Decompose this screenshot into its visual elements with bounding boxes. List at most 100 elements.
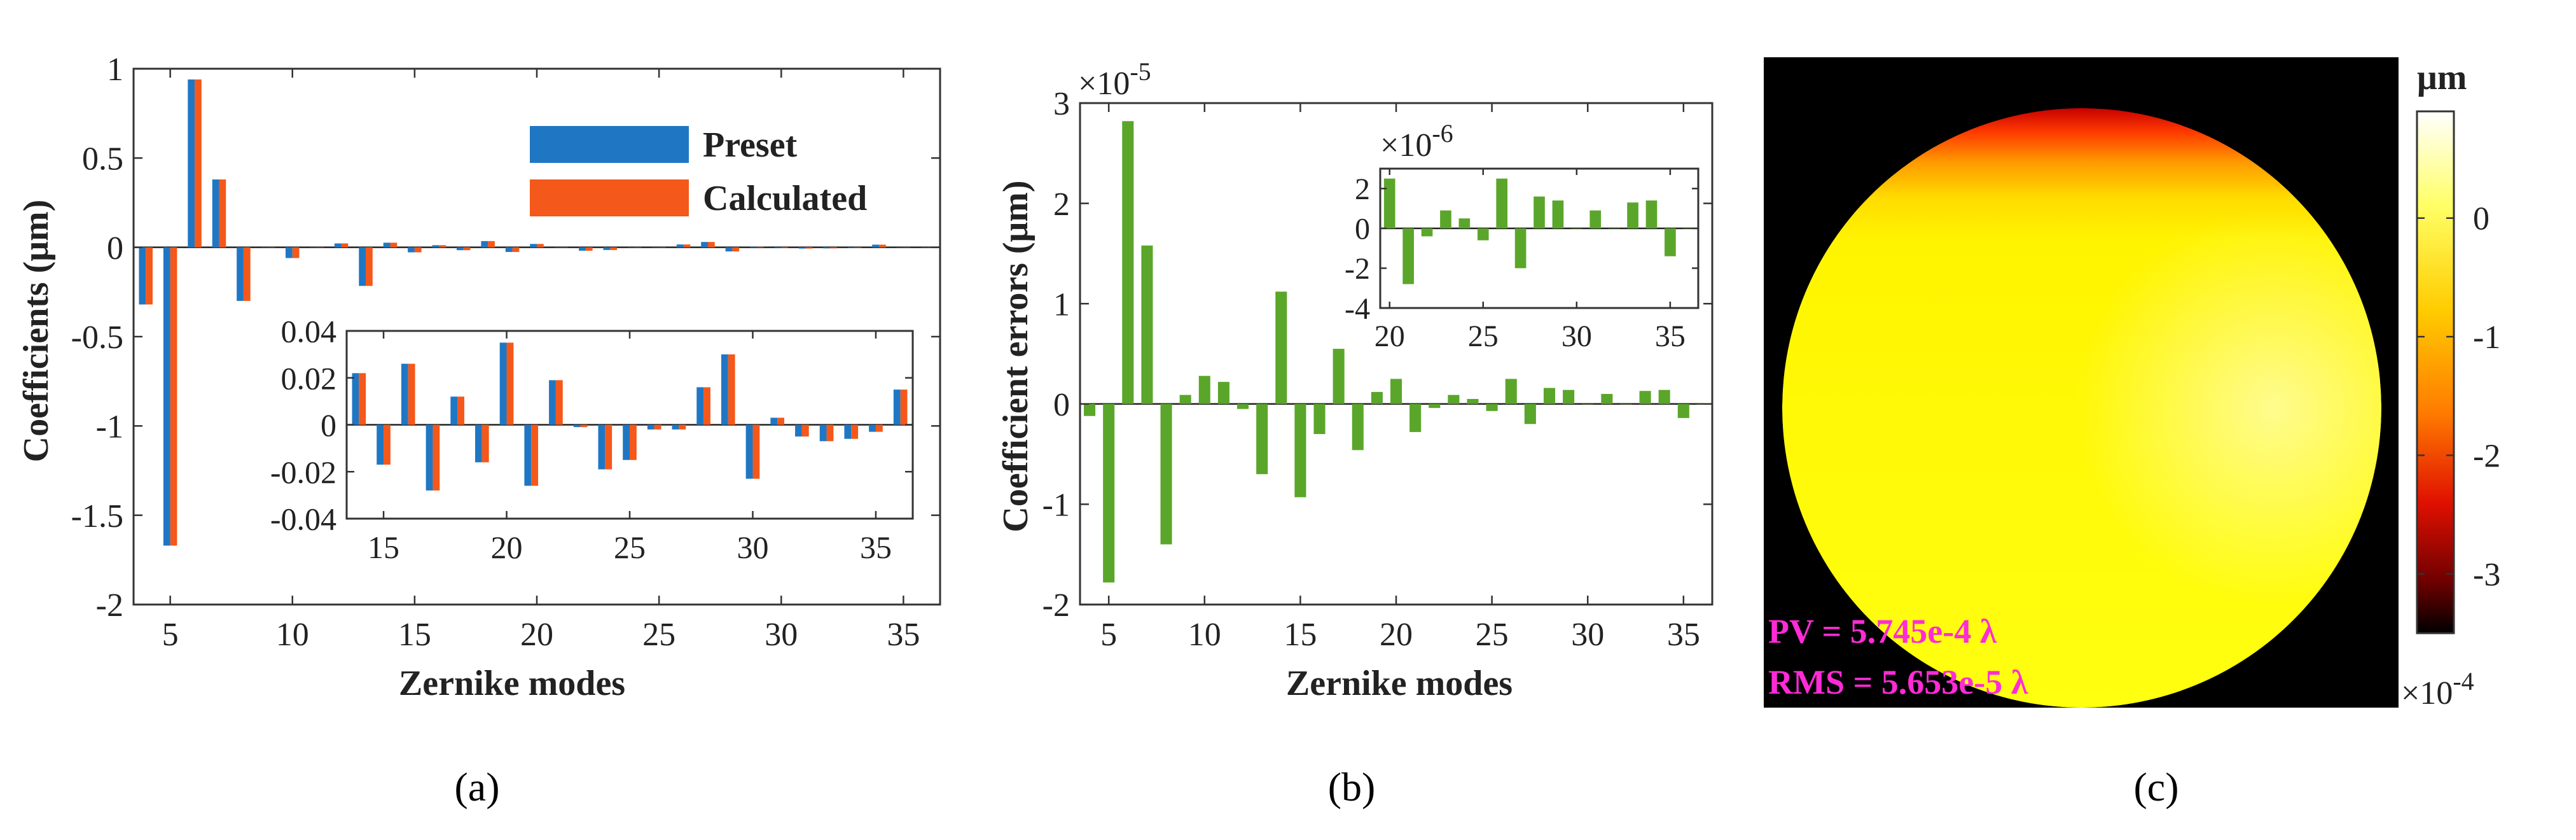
a-bar-preset [750, 246, 757, 248]
b-inset-ytick-label: -4 [1345, 292, 1370, 326]
panel-a-legend: Preset Calculated [530, 125, 867, 218]
panel-a-xlabel: Zernike modes [399, 664, 625, 703]
b-bar [1236, 403, 1249, 409]
a-bar-calculated [488, 241, 495, 248]
b-ytick-label: 1 [1053, 286, 1070, 323]
b-xtick-label: 5 [1100, 617, 1117, 653]
a-inset-bar-preset [426, 424, 433, 491]
b-xtick-label: 15 [1284, 617, 1317, 653]
b-xtick-label: 20 [1380, 617, 1413, 653]
a-bar-preset [579, 247, 586, 251]
a-inset-bar-preset [598, 424, 606, 470]
a-inset-bar-calculated [457, 396, 464, 425]
a-bar-calculated [219, 179, 226, 248]
b-inset-bar [1608, 228, 1620, 229]
a-inset-bar-preset [672, 424, 679, 430]
a-bar-preset [237, 247, 244, 301]
a-inset-bar-calculated [384, 424, 391, 465]
a-inset-bar-calculated [580, 424, 588, 428]
a-inset-bar-preset [401, 363, 408, 425]
b-bar [1352, 403, 1364, 451]
colorbar-unit: μm [2417, 58, 2467, 97]
a-inset-ytick-label: -0.04 [270, 501, 336, 537]
b-xtick-label: 35 [1667, 617, 1700, 653]
a-bar-preset [603, 247, 611, 250]
a-bar-calculated [414, 247, 422, 253]
b-xtick-label: 25 [1476, 617, 1509, 653]
colorbar-tick-label: 0 [2473, 201, 2489, 237]
a-inset-bar-calculated [630, 424, 637, 460]
a-inset-bar-calculated [506, 342, 514, 425]
a-ytick-label: -2 [96, 587, 123, 624]
b-bar [1122, 121, 1134, 404]
b-ytick-label: -2 [1042, 587, 1070, 624]
b-inset-xtick-label: 30 [1562, 319, 1592, 353]
b-inset-bar [1552, 200, 1564, 228]
b-bar [1409, 403, 1422, 432]
a-inset-bar-calculated [555, 380, 563, 425]
b-bar [1084, 403, 1096, 416]
b-inset-bar [1514, 228, 1527, 269]
a-inset-bar-preset [844, 424, 852, 439]
a-xtick-label: 10 [276, 617, 309, 653]
b-bar [1294, 403, 1306, 498]
a-inset-bar-preset [869, 424, 876, 432]
b-xtick-label: 10 [1188, 617, 1221, 653]
b-bar [1639, 391, 1651, 404]
a-bar-calculated [439, 245, 447, 248]
colorbar [2416, 110, 2455, 634]
panel-c-label: (c) [2133, 764, 2178, 809]
colorbar-tick-label: -3 [2473, 557, 2500, 593]
a-bar-calculated [610, 247, 618, 250]
a-bar-preset [285, 247, 293, 258]
b-inset-bar [1477, 228, 1489, 241]
a-inset-bar-calculated [900, 389, 908, 425]
a-inset-bar-calculated [777, 417, 785, 425]
b-inset-xtick-label: 20 [1375, 319, 1405, 353]
b-bar [1467, 398, 1479, 404]
a-bar-calculated [732, 247, 740, 252]
b-inset-bar [1496, 178, 1507, 228]
a-inset-bar-preset [573, 424, 581, 428]
legend-label-calculated: Calculated [703, 179, 867, 218]
a-bar-preset [725, 247, 733, 252]
b-ytick-label: 3 [1053, 86, 1070, 122]
b-inset-bar [1571, 228, 1582, 229]
a-inset-bar-calculated [679, 424, 686, 430]
panel-c: PV = 5.745e-4 λ RMS = 5.653e-5 λ μm 0 -1 -… [1764, 57, 2500, 809]
panel-a-main-plot: 5 10 15 20 25 30 35 1 0.5 0 -0.5 -1 -1.5 -2 [71, 52, 941, 653]
legend-label-preset: Preset [703, 125, 798, 165]
a-bar-preset [481, 241, 488, 248]
a-bar-preset [823, 247, 831, 249]
a-inset-bar-preset [450, 396, 458, 425]
b-bar [1524, 403, 1536, 424]
a-inset-bar-preset [721, 354, 728, 425]
a-inset-bar-preset [819, 424, 827, 442]
b-inset-bar [1402, 228, 1414, 284]
a-inset-bar-calculated [359, 373, 366, 425]
b-bar [1198, 375, 1210, 404]
b-bar [1563, 389, 1575, 404]
b-bar [1371, 391, 1383, 404]
b-inset-frame [1379, 167, 1700, 309]
a-bar-calculated [512, 247, 520, 252]
a-bar-calculated [390, 242, 398, 248]
a-inset-bar-calculated [481, 424, 489, 463]
b-bar [1486, 403, 1498, 411]
b-inset-bar [1683, 228, 1695, 229]
a-ytick-label: -1.5 [71, 498, 123, 535]
a-inset-xtick-label: 35 [860, 529, 892, 565]
legend-swatch-preset [530, 126, 689, 163]
b-ytick-label: 2 [1053, 186, 1070, 223]
a-inset-bar-preset [524, 424, 532, 486]
legend-swatch-calculated [530, 179, 689, 216]
panel-b-ylabel: Coefficient errors (μm) [996, 180, 1035, 532]
a-inset-bar-calculated [605, 424, 613, 470]
b-inset-ytick-label: 2 [1355, 172, 1370, 206]
b-inset-bar [1627, 202, 1638, 228]
a-inset-bar-preset [696, 387, 704, 425]
b-bar [1160, 403, 1172, 545]
